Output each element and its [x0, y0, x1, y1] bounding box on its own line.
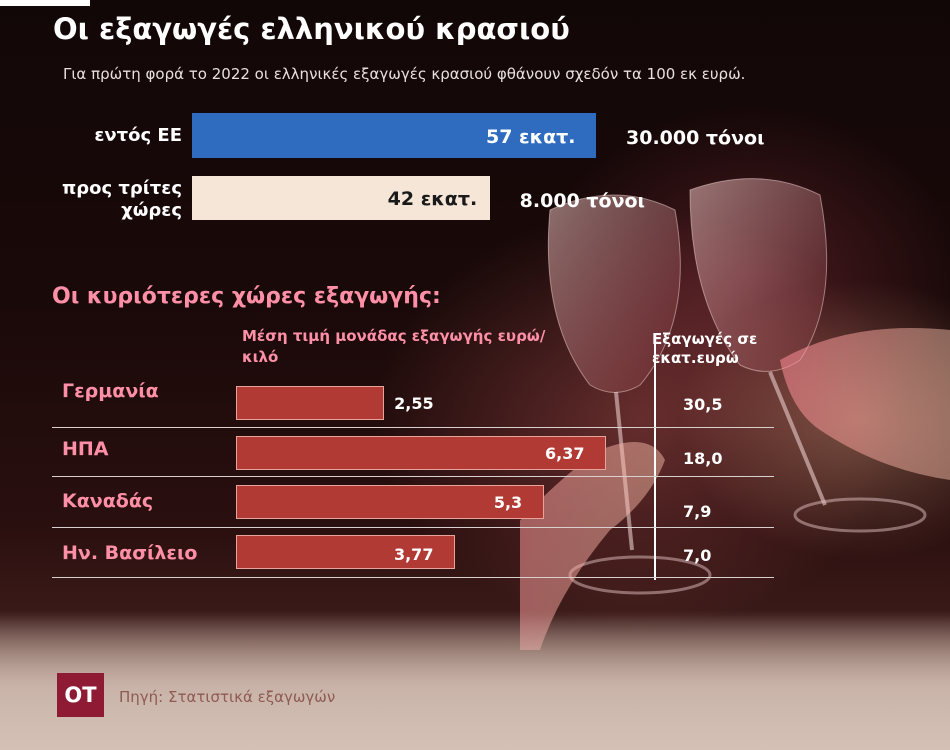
export-value-usa: 18,0: [683, 449, 723, 468]
source-note: Πηγή: Στατιστικά εξαγωγών: [119, 688, 336, 706]
export-value-germany: 30,5: [683, 395, 723, 414]
price-value-uk: 3,77: [393, 545, 434, 564]
row-divider: [52, 427, 774, 428]
country-uk: Ην. Βασίλειο: [62, 542, 198, 564]
tonnes-third: 8.000 τόνοι: [519, 190, 645, 212]
country-germany: Γερμανία: [62, 380, 159, 402]
export-value-uk: 7,0: [683, 546, 712, 565]
row-divider: [52, 476, 774, 477]
page-subtitle: Για πρώτη φορά το 2022 οι ελληνικές εξαγ…: [63, 65, 746, 83]
tonnes-eu: 30.000 τόνοι: [626, 127, 765, 149]
wine-glasses-photo: [520, 178, 950, 650]
price-value-usa: 6,37: [545, 444, 585, 463]
price-bar-uk: [236, 535, 455, 569]
price-column-header: Μέση τιμή μονάδας εξαγωγής ευρώ/κιλό: [242, 327, 546, 366]
top-strip: [0, 0, 90, 6]
column-divider: [654, 340, 656, 580]
export-value-canada: 7,9: [683, 502, 712, 521]
price-bar-germany: [236, 386, 385, 420]
bottom-fade: [0, 610, 950, 750]
country-canada: Καναδάς: [62, 490, 154, 512]
exports-column-header: Εξαγωγές σε εκατ.ευρώ: [652, 330, 758, 367]
bar-third-value: 42 εκατ.: [387, 188, 478, 210]
price-bar-usa: [236, 436, 606, 470]
label-eu: εντός ΕΕ: [94, 125, 182, 146]
price-bar-canada: [236, 485, 544, 519]
row-divider: [52, 577, 774, 578]
bar-eu: [192, 113, 596, 158]
label-third-countries: προς τρίτες χώρες: [62, 178, 182, 221]
page-title: Οι εξαγωγές ελληνικού κρασιού: [53, 12, 570, 46]
country-usa: ΗΠΑ: [62, 438, 109, 460]
price-value-germany: 2,55: [394, 394, 434, 413]
bar-third-countries: [192, 176, 490, 220]
ot-logo: ΟΤ: [57, 673, 104, 717]
bar-eu-value: 57 εκατ.: [486, 126, 576, 148]
section-title: Οι κυριότερες χώρες εξαγωγής:: [52, 284, 441, 309]
row-divider: [52, 527, 774, 528]
price-value-canada: 5,3: [493, 493, 523, 512]
